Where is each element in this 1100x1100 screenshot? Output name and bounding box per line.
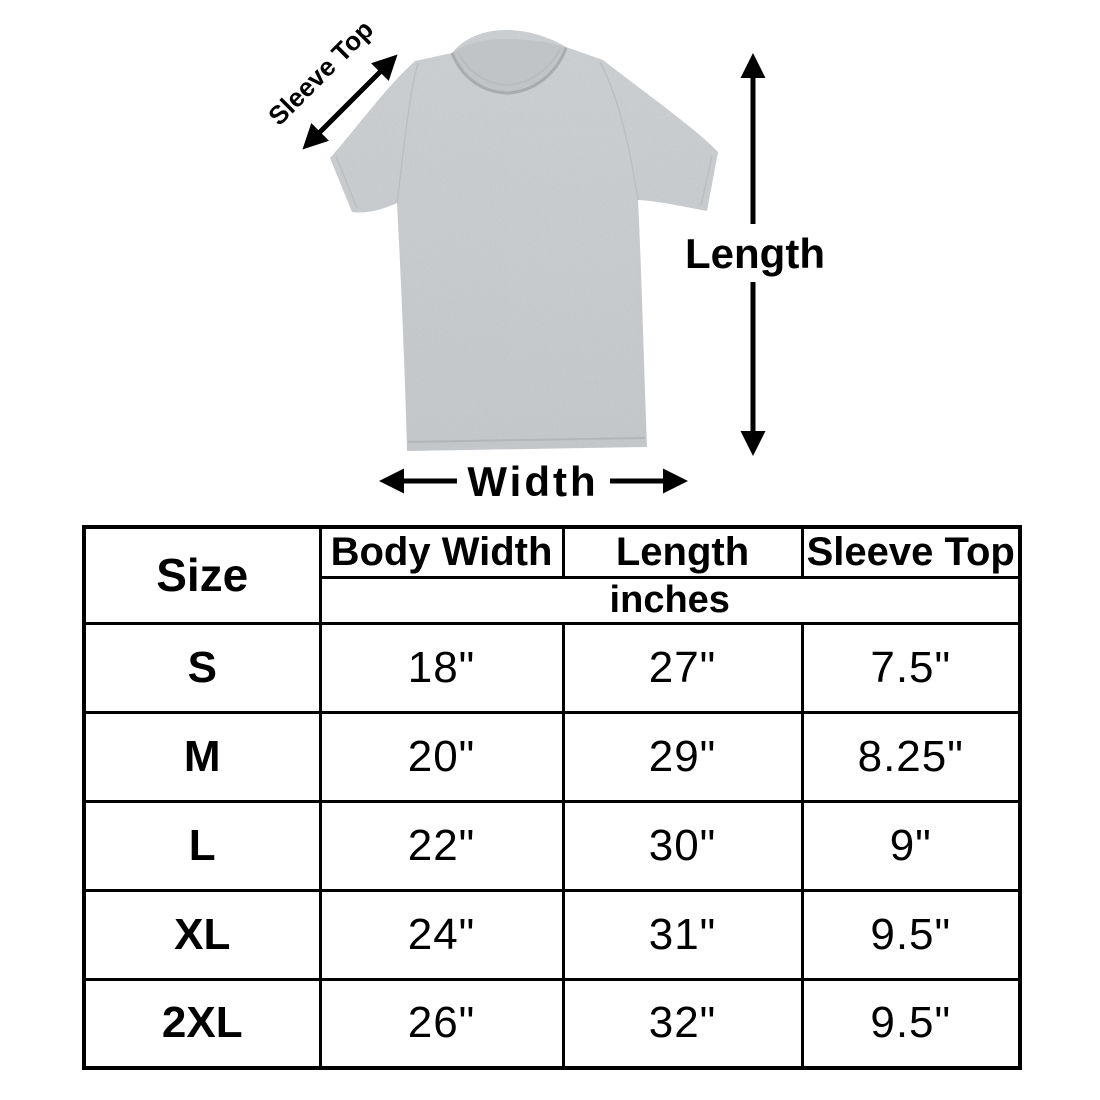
body-width-cell: 20" bbox=[318, 710, 565, 803]
length-cell: 29" bbox=[561, 710, 804, 803]
sleeve-top-cell: 9.5" bbox=[800, 888, 1022, 981]
sleeve-top-label: Sleeve Top bbox=[262, 14, 379, 131]
width-label: Width bbox=[467, 458, 598, 505]
col-header-length: Length bbox=[561, 525, 804, 579]
size-cell: S bbox=[82, 621, 322, 714]
tshirt-measurement-diagram: Sleeve Top Length Width bbox=[262, 14, 825, 505]
length-arrow-icon bbox=[684, 53, 824, 456]
tshirt-image bbox=[330, 30, 718, 451]
size-cell: 2XL bbox=[82, 977, 322, 1070]
collar bbox=[452, 39, 566, 92]
length-cell: 31" bbox=[561, 888, 804, 981]
sleeve-top-cell: 9.5" bbox=[800, 977, 1022, 1070]
size-cell: M bbox=[82, 710, 322, 803]
size-cell: XL bbox=[82, 888, 322, 981]
size-chart-table: Size Body Width Length Sleeve Top inches… bbox=[82, 525, 1022, 1070]
table-row: M 20" 29" 8.25" bbox=[82, 710, 1022, 803]
sleeve-top-cell: 8.25" bbox=[800, 710, 1022, 803]
length-cell: 27" bbox=[561, 621, 804, 714]
col-header-body-width: Body Width bbox=[318, 525, 565, 579]
col-header-sleeve-top: Sleeve Top bbox=[800, 525, 1022, 579]
unit-cell: inches bbox=[318, 575, 1022, 625]
col-header-size: Size bbox=[82, 525, 322, 625]
sleeve-top-cell: 9" bbox=[800, 799, 1022, 892]
unit-row: inches bbox=[84, 575, 1022, 625]
header-row: Size Body Width Length Sleeve Top bbox=[82, 525, 1022, 625]
length-label: Length bbox=[685, 230, 825, 277]
length-cell: 30" bbox=[561, 799, 804, 892]
body-width-cell: 18" bbox=[318, 621, 565, 714]
size-cell: L bbox=[82, 799, 322, 892]
table-row: S 18" 27" 7.5" bbox=[82, 621, 1022, 714]
sleeve-top-cell: 7.5" bbox=[800, 621, 1022, 714]
body-width-cell: 26" bbox=[318, 977, 565, 1070]
table-row: XL 24" 31" 9.5" bbox=[82, 888, 1022, 981]
body-width-cell: 22" bbox=[318, 799, 565, 892]
table-row: L 22" 30" 9" bbox=[82, 799, 1022, 892]
table-row: 2XL 26" 32" 9.5" bbox=[82, 977, 1022, 1070]
sleeve-top-arrow-icon bbox=[302, 54, 398, 150]
body-width-cell: 24" bbox=[318, 888, 565, 981]
length-cell: 32" bbox=[561, 977, 804, 1070]
